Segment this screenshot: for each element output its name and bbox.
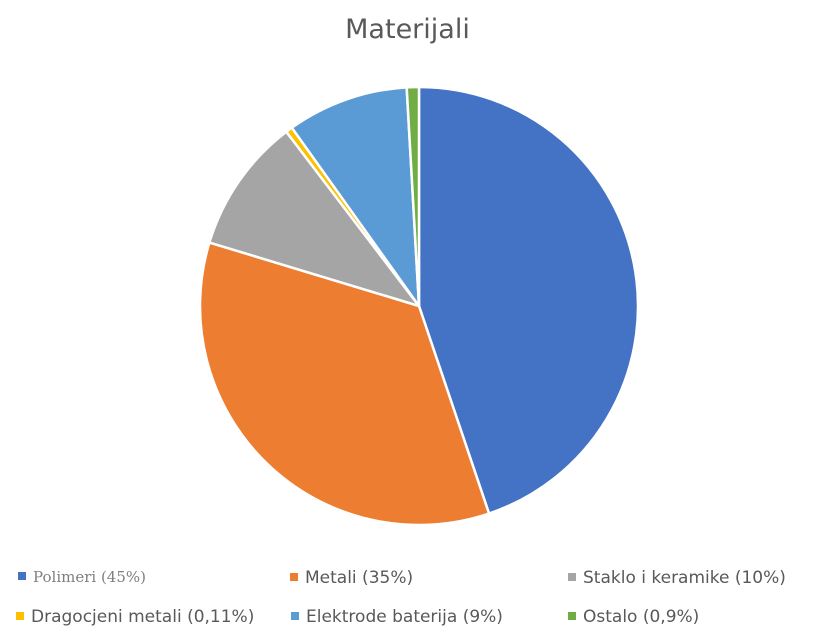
legend-label: Dragocjeni metali (0,11%) xyxy=(31,607,255,627)
legend-item-metali: Metali (35%) xyxy=(290,568,413,588)
pie-chart xyxy=(198,85,640,527)
pie-slice-2 xyxy=(208,130,421,308)
legend-label: Polimeri (45%) xyxy=(33,568,146,586)
legend-label: Staklo i keramike (10%) xyxy=(583,568,786,588)
legend-swatch xyxy=(290,573,298,581)
legend-item-ostalo: Ostalo (0,9%) xyxy=(568,607,699,627)
legend-label: Ostalo (0,9%) xyxy=(583,607,700,627)
legend-swatch xyxy=(18,572,26,580)
pie-slice-4 xyxy=(290,86,421,308)
pie-slice-1 xyxy=(198,241,491,527)
legend-swatch xyxy=(568,612,576,620)
pie-slice-5 xyxy=(405,85,421,308)
legend-swatch xyxy=(568,573,576,581)
legend-item-dragocjeni-metali: Dragocjeni metali (0,11%) xyxy=(16,607,254,627)
legend-swatch xyxy=(291,612,299,620)
legend-item-elektrode: Elektrode baterija (9%) xyxy=(291,607,503,627)
legend-label: Elektrode baterija (9%) xyxy=(306,607,503,627)
legend-item-staklo: Staklo i keramike (10%) xyxy=(568,568,786,588)
legend-label: Metali (35%) xyxy=(305,568,414,588)
pie-slice-0 xyxy=(417,85,640,515)
legend-item-polimeri: Polimeri (45%) xyxy=(18,567,146,587)
legend-swatch xyxy=(16,612,24,620)
chart-title: Materijali xyxy=(345,14,470,45)
